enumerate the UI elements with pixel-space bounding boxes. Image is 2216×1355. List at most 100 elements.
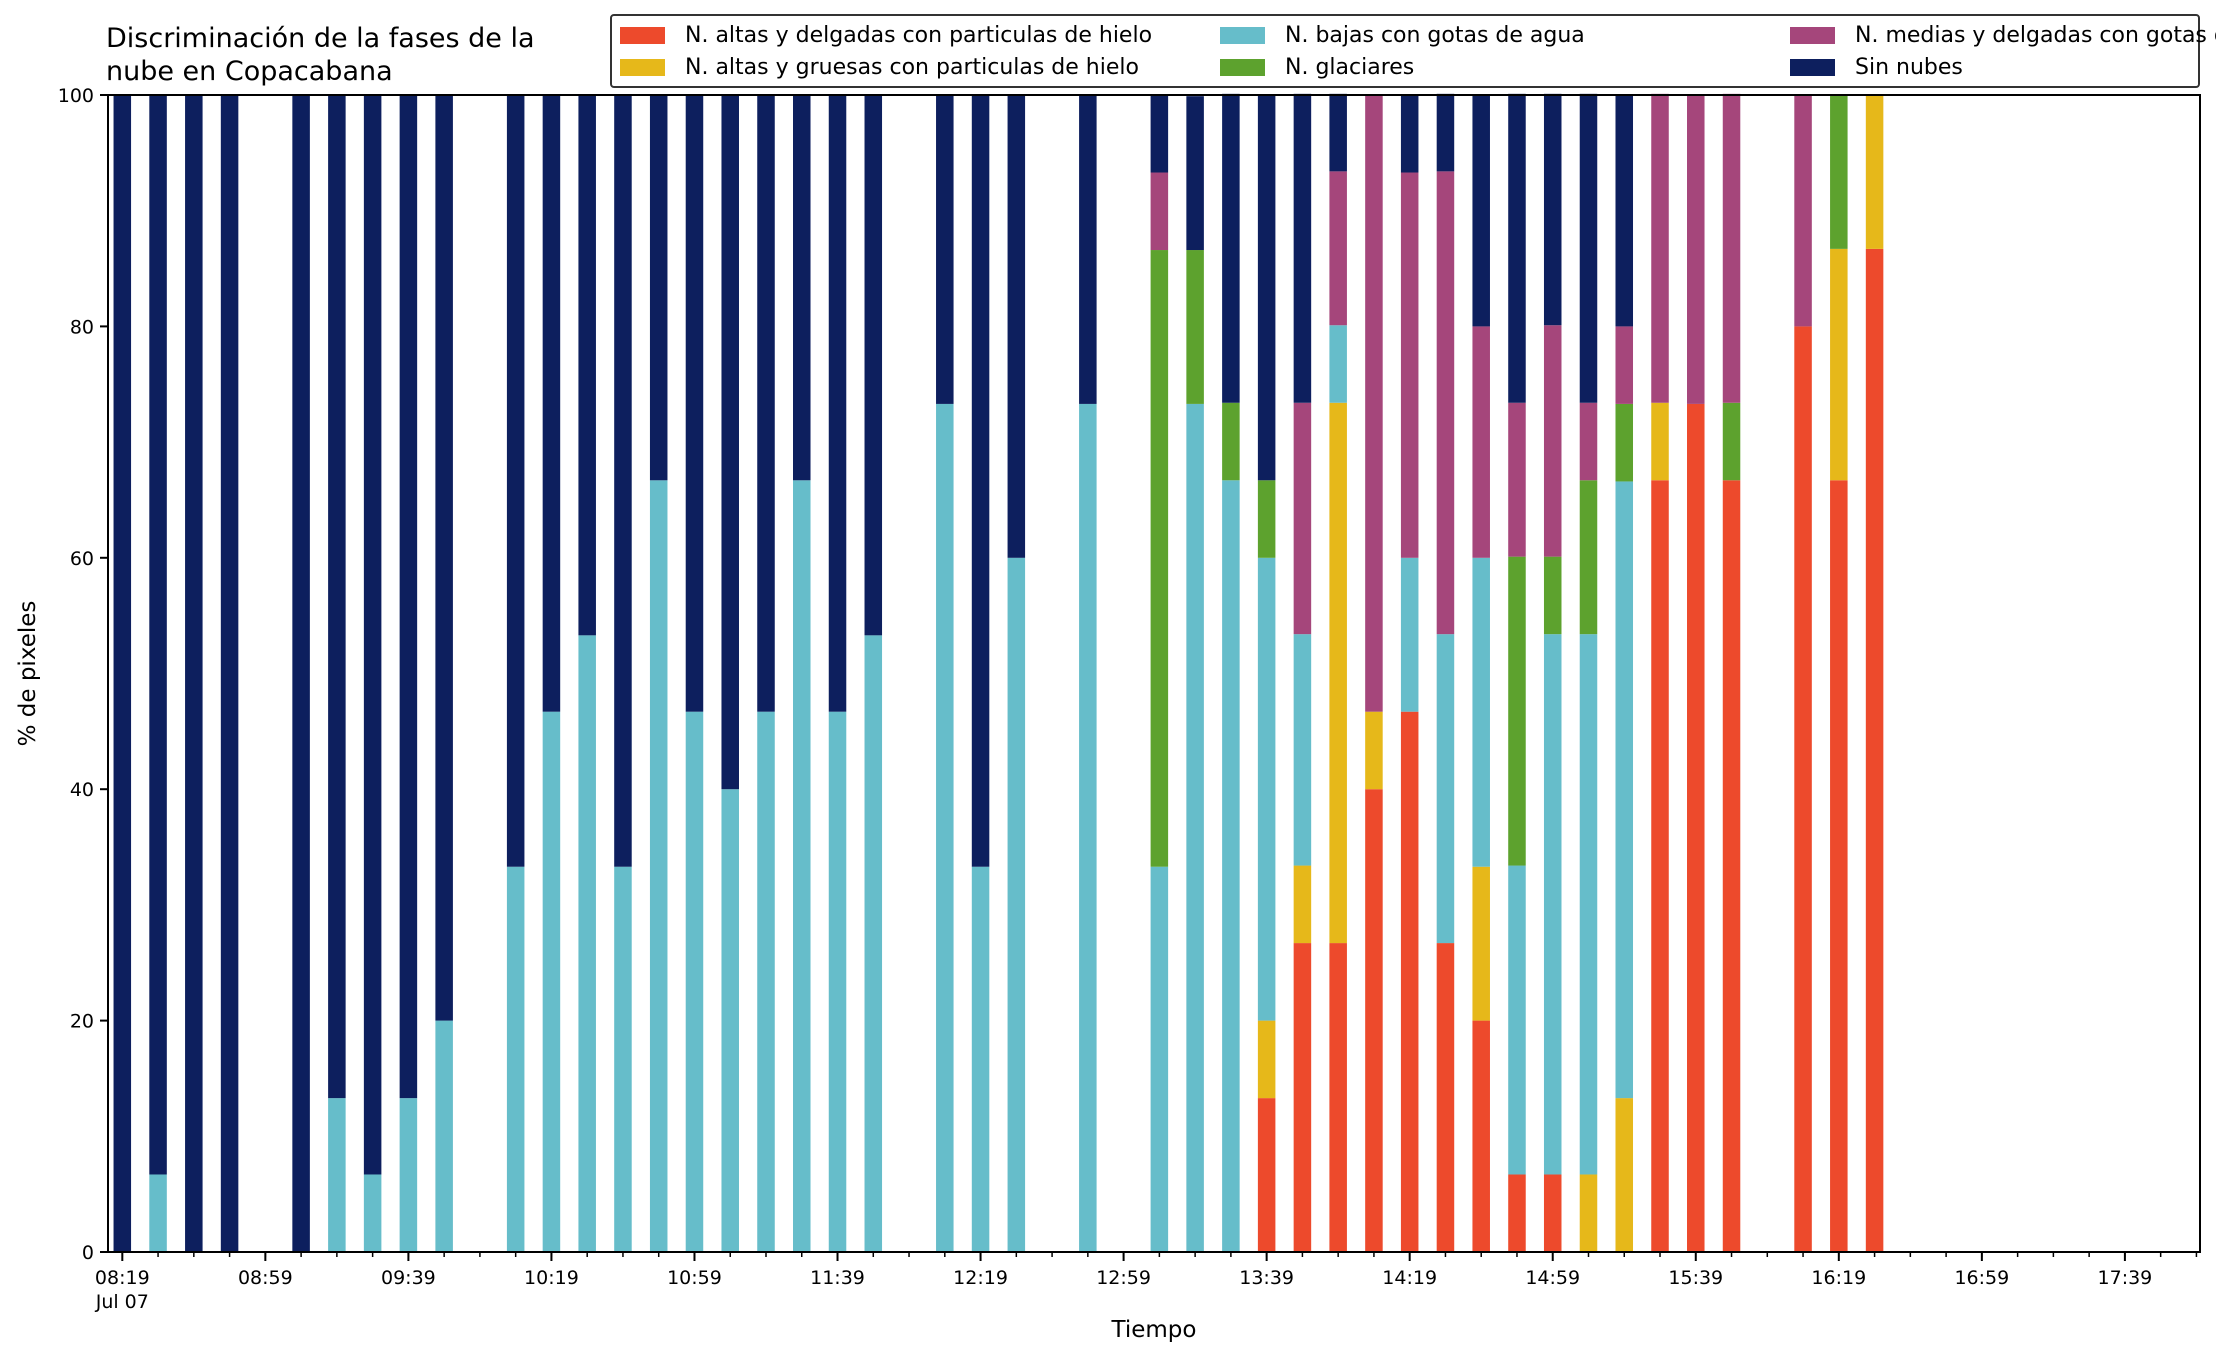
- bar-sin-nubes-1329: [1222, 93, 1240, 403]
- bar-n-medias-y-delgadas-con-gotas-de-agua-1449: [1508, 402, 1526, 557]
- bar-sin-nubes-1129: [793, 95, 811, 481]
- bar-n-glaciares-1509: [1579, 480, 1598, 635]
- y-tick-label: 20: [70, 1011, 94, 1033]
- bar-n-glaciares-1519: [1615, 403, 1634, 482]
- legend-swatch: [620, 26, 665, 44]
- bar-n-glaciares-1339: [1257, 480, 1276, 558]
- bar-sin-nubes-0929: [363, 95, 382, 1175]
- bar-n-altas-y-delgadas-con-particulas-de-hielo-1549: [1722, 480, 1741, 1252]
- y-tick-label: 60: [70, 548, 94, 570]
- bar-n-altas-y-delgadas-con-particulas-de-hielo-1629: [1865, 248, 1884, 1252]
- bar-sin-nubes-1419: [1400, 95, 1419, 173]
- bar-sin-nubes-1219: [971, 95, 990, 867]
- bar-n-bajas-con-gotas-de-agua-1039: [614, 866, 632, 1252]
- bar-sin-nubes-1349: [1293, 93, 1312, 403]
- bar-n-altas-y-gruesas-con-particulas-de-hielo-1339: [1257, 1020, 1276, 1099]
- x-tick-label: 10:59: [667, 1267, 722, 1289]
- bar-sin-nubes-1009: [506, 95, 525, 867]
- bar-n-medias-y-delgadas-con-gotas-de-agua-1359: [1329, 171, 1347, 326]
- x-tick-label: 14:19: [1382, 1267, 1437, 1289]
- bar-n-altas-y-delgadas-con-particulas-de-hielo-1529: [1651, 480, 1669, 1252]
- bar-n-glaciares-1329: [1222, 402, 1240, 481]
- bar-n-bajas-con-gotas-de-agua-1519: [1615, 481, 1634, 1099]
- bar-sin-nubes-1019: [542, 95, 561, 712]
- bar-n-altas-y-delgadas-con-particulas-de-hielo-1339: [1257, 1098, 1276, 1252]
- legend-swatch: [1790, 26, 1835, 44]
- bar-n-altas-y-delgadas-con-particulas-de-hielo-1439: [1472, 1020, 1490, 1252]
- bar-n-altas-y-gruesas-con-particulas-de-hielo-1629: [1865, 95, 1884, 249]
- bar-n-altas-y-delgadas-con-particulas-de-hielo-1459: [1543, 1174, 1562, 1252]
- legend-swatch: [1220, 58, 1265, 76]
- bar-sin-nubes-0909: [292, 95, 310, 1252]
- x-tick-label: 12:59: [1096, 1267, 1151, 1289]
- x-tick-label: 12:19: [953, 1267, 1008, 1289]
- bar-n-bajas-con-gotas-de-agua-1029: [578, 635, 596, 1252]
- bar-sin-nubes-0949: [435, 95, 453, 1021]
- y-tick-label: 0: [82, 1242, 94, 1264]
- x-tick-label: 08:19: [95, 1267, 150, 1289]
- plot-area-frame: [107, 94, 2201, 1253]
- legend-label: N. bajas con gotas de agua: [1285, 22, 1585, 48]
- bar-n-altas-y-delgadas-con-particulas-de-hielo-1409: [1365, 789, 1383, 1252]
- chart-legend: N. altas y delgadas con particulas de hi…: [610, 14, 2216, 88]
- bar-n-bajas-con-gotas-de-agua-1219: [971, 866, 990, 1252]
- legend-item-n-altas-y-delgadas-con-particulas-de-hielo: N. altas y delgadas con particulas de hi…: [620, 20, 1152, 50]
- bar-n-bajas-con-gotas-de-agua-1509: [1579, 634, 1598, 1175]
- bar-n-bajas-con-gotas-de-agua-1229: [1007, 557, 1026, 1252]
- bar-n-altas-y-delgadas-con-particulas-de-hielo-1619: [1830, 480, 1848, 1252]
- bar-n-bajas-con-gotas-de-agua-1139: [828, 711, 847, 1252]
- bar-n-bajas-con-gotas-de-agua-1359: [1329, 325, 1347, 403]
- legend-label: N. glaciares: [1285, 54, 1415, 80]
- bar-n-glaciares-1619: [1830, 95, 1848, 249]
- x-tick-label: 10:19: [524, 1267, 579, 1289]
- legend-swatch: [1790, 58, 1835, 76]
- legend-item-n-bajas-con-gotas-de-agua: N. bajas con gotas de agua: [1220, 20, 1585, 50]
- bar-n-bajas-con-gotas-de-agua-0929: [363, 1174, 382, 1252]
- bar-n-bajas-con-gotas-de-agua-1419: [1400, 557, 1419, 712]
- bar-n-bajas-con-gotas-de-agua-1109: [721, 789, 739, 1252]
- bar-sin-nubes-1229: [1007, 95, 1026, 558]
- bar-sin-nubes-1049: [649, 95, 668, 481]
- x-tick-label: 08:59: [238, 1267, 293, 1289]
- y-tick-label: 40: [70, 779, 94, 801]
- bar-sin-nubes-1109: [721, 95, 739, 790]
- bar-n-medias-y-delgadas-con-gotas-de-agua-1459: [1543, 325, 1562, 557]
- x-tick-label: 16:59: [1954, 1267, 2009, 1289]
- bar-n-bajas-con-gotas-de-agua-1429: [1436, 634, 1455, 944]
- bar-n-bajas-con-gotas-de-agua-1349: [1293, 634, 1312, 866]
- bar-n-bajas-con-gotas-de-agua-1309: [1150, 866, 1169, 1252]
- bar-sin-nubes-1119: [757, 95, 775, 712]
- bar-n-bajas-con-gotas-de-agua-0939: [399, 1098, 418, 1252]
- bar-n-bajas-con-gotas-de-agua-1329: [1222, 480, 1240, 1252]
- bar-sin-nubes-0849: [220, 95, 239, 1252]
- bar-n-bajas-con-gotas-de-agua-1439: [1472, 557, 1490, 867]
- legend-label: N. altas y delgadas con particulas de hi…: [685, 22, 1153, 48]
- bar-n-altas-y-delgadas-con-particulas-de-hielo-1609: [1794, 326, 1812, 1252]
- bar-n-medias-y-delgadas-con-gotas-de-agua-1609: [1794, 95, 1812, 327]
- bar-sin-nubes-0919: [328, 95, 346, 1099]
- bar-n-bajas-con-gotas-de-agua-1119: [757, 711, 775, 1252]
- bar-n-medias-y-delgadas-con-gotas-de-agua-1539: [1687, 95, 1705, 404]
- bar-n-medias-y-delgadas-con-gotas-de-agua-1519: [1615, 326, 1634, 404]
- bar-n-bajas-con-gotas-de-agua-0919: [328, 1098, 346, 1252]
- x-tick-date-label: Jul 07: [95, 1291, 149, 1313]
- y-axis: 0 20 40 60 80 100: [58, 85, 108, 1264]
- x-tick-label: 16:19: [1811, 1267, 1866, 1289]
- bar-n-bajas-con-gotas-de-agua-1149: [864, 635, 883, 1252]
- bar-n-altas-y-gruesas-con-particulas-de-hielo-1409: [1365, 711, 1383, 790]
- bar-sin-nubes-1309: [1150, 95, 1169, 173]
- bar-n-bajas-con-gotas-de-agua-1059: [685, 711, 704, 1252]
- bar-n-glaciares-1309: [1150, 250, 1169, 867]
- bar-n-glaciares-1459: [1543, 556, 1562, 635]
- bar-n-medias-y-delgadas-con-gotas-de-agua-1429: [1436, 171, 1455, 635]
- bar-sin-nubes-1029: [578, 95, 596, 636]
- bar-n-medias-y-delgadas-con-gotas-de-agua-1349: [1293, 402, 1312, 635]
- bar-n-altas-y-delgadas-con-particulas-de-hielo-1359: [1329, 943, 1347, 1252]
- bar-n-bajas-con-gotas-de-agua-1009: [506, 866, 525, 1252]
- bar-sin-nubes-0839: [185, 95, 203, 1252]
- bar-sin-nubes-1149: [864, 95, 883, 636]
- legend-item-sin-nubes: Sin nubes: [1790, 52, 1963, 82]
- bar-sin-nubes-1429: [1436, 93, 1455, 172]
- bar-n-bajas-con-gotas-de-agua-1209: [936, 403, 954, 1252]
- legend-swatch: [1220, 26, 1265, 44]
